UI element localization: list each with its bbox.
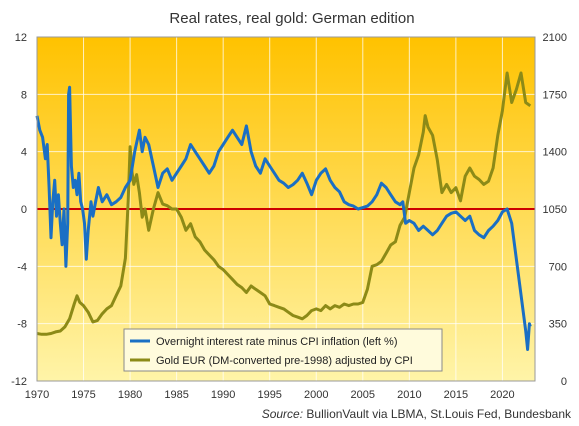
series-group [35,71,532,351]
right-axis-ticks: 0 350 700 1050 1400 1750 2100 [543,32,567,388]
legend-label-interest-rate: Overnight interest rate minus CPI inflat… [156,336,397,348]
legend: Overnight interest rate minus CPI inflat… [123,328,443,372]
x-tick-label-1970: 1970 [25,389,49,401]
series-line-interest-rate [35,85,532,351]
source-label: Source: [262,407,303,421]
series-line-gold [36,71,532,336]
left-tick-label-12: 12 [15,32,27,44]
chart-title: Real rates, real gold: German edition [169,10,414,27]
left-tick-label--8: -8 [17,319,27,331]
right-tick-label-700: 700 [549,261,567,273]
x-tick-label-1975: 1975 [71,389,95,401]
x-tick-label-1995: 1995 [257,389,281,401]
right-tick-label-1050: 1050 [543,204,567,216]
left-tick-label-0: 0 [21,204,27,216]
right-tick-label-0: 0 [561,376,567,388]
left-axis-ticks: -12 -8 -4 0 4 8 12 [11,32,27,388]
right-tick-label-1400: 1400 [543,147,567,159]
x-tick-label-2015: 2015 [444,389,468,401]
x-tick-label-2000: 2000 [304,389,328,401]
left-tick-label-8: 8 [21,89,27,101]
plot-border [36,36,536,382]
legend-label-gold: Gold EUR (DM-converted pre-1998) adjuste… [156,355,413,367]
legend-box [123,328,443,372]
x-tick-label-1990: 1990 [211,389,235,401]
x-tick-label-2010: 2010 [397,389,421,401]
left-tick-label-4: 4 [21,147,27,159]
left-tick-label--12: -12 [11,376,27,388]
left-tick-label--4: -4 [17,261,27,273]
x-tick-label-2020: 2020 [490,389,514,401]
source-text: BullionVault via LBMA, St.Louis Fed, Bun… [306,407,572,421]
x-tick-label-2005: 2005 [351,389,375,401]
right-tick-label-1750: 1750 [543,89,567,101]
right-tick-label-2100: 2100 [543,32,567,44]
x-tick-label-1980: 1980 [118,389,142,401]
x-axis-ticks: 1970 1975 1980 1985 1990 1995 2000 2005 2010 2015… [25,389,515,401]
right-tick-label-350: 350 [549,319,567,331]
x-tick-label-1985: 1985 [164,389,188,401]
source-note: Source: BullionVault via LBMA, St.Louis … [262,407,572,421]
